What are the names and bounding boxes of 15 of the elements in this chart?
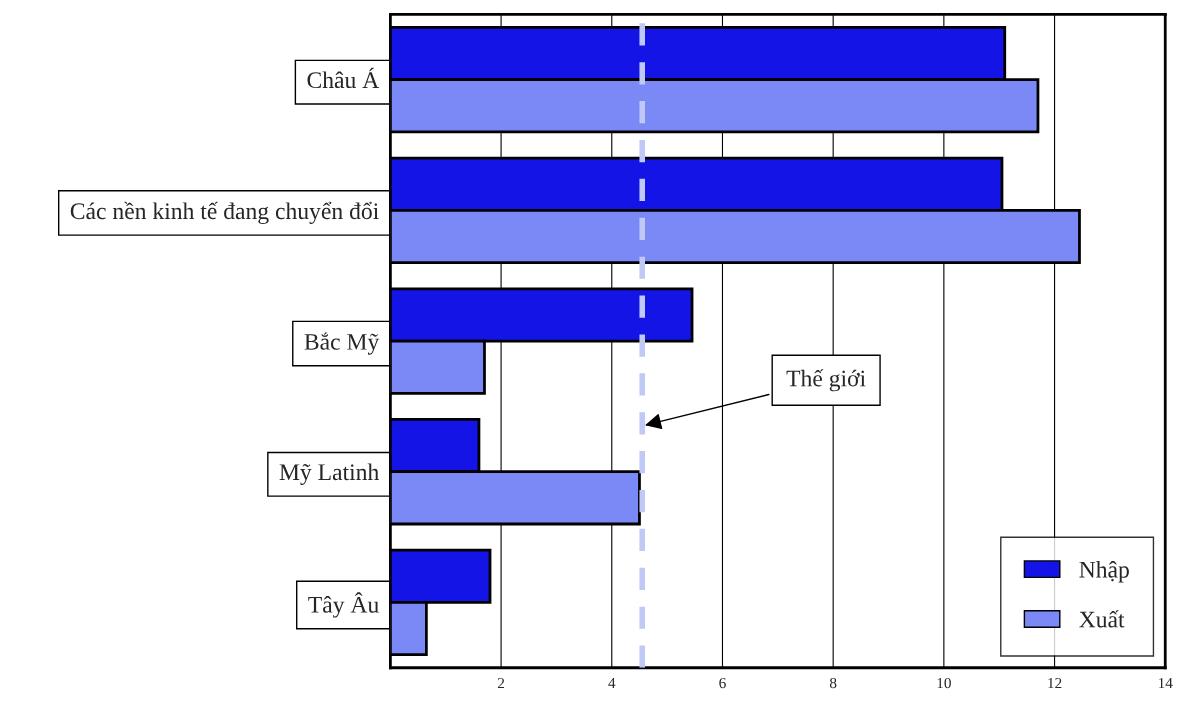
y-tick-label: Châu Á: [307, 67, 380, 89]
legend-label: Xuất: [1079, 610, 1125, 628]
x-tick-label: 2: [497, 677, 505, 689]
x-tick-label: 8: [829, 677, 837, 689]
x-tick-label: 6: [719, 677, 726, 689]
y-tick-label: Các nền kinh tế đang chuyển đổi: [70, 201, 379, 225]
y-tick-label: Bắc Mỹ: [304, 332, 380, 355]
x-tick-label: 12: [1048, 677, 1062, 689]
x-tick-label: 4: [608, 678, 616, 689]
y-tick-label: Mỹ Latinh: [279, 463, 379, 486]
x-tick-label: 10: [937, 677, 951, 689]
x-tick-label: 14: [1158, 677, 1173, 689]
ref-line-label: Thế giới: [786, 369, 866, 392]
y-tick-label: Tây Âu: [308, 592, 379, 618]
legend-label: Nhập: [1079, 560, 1129, 583]
